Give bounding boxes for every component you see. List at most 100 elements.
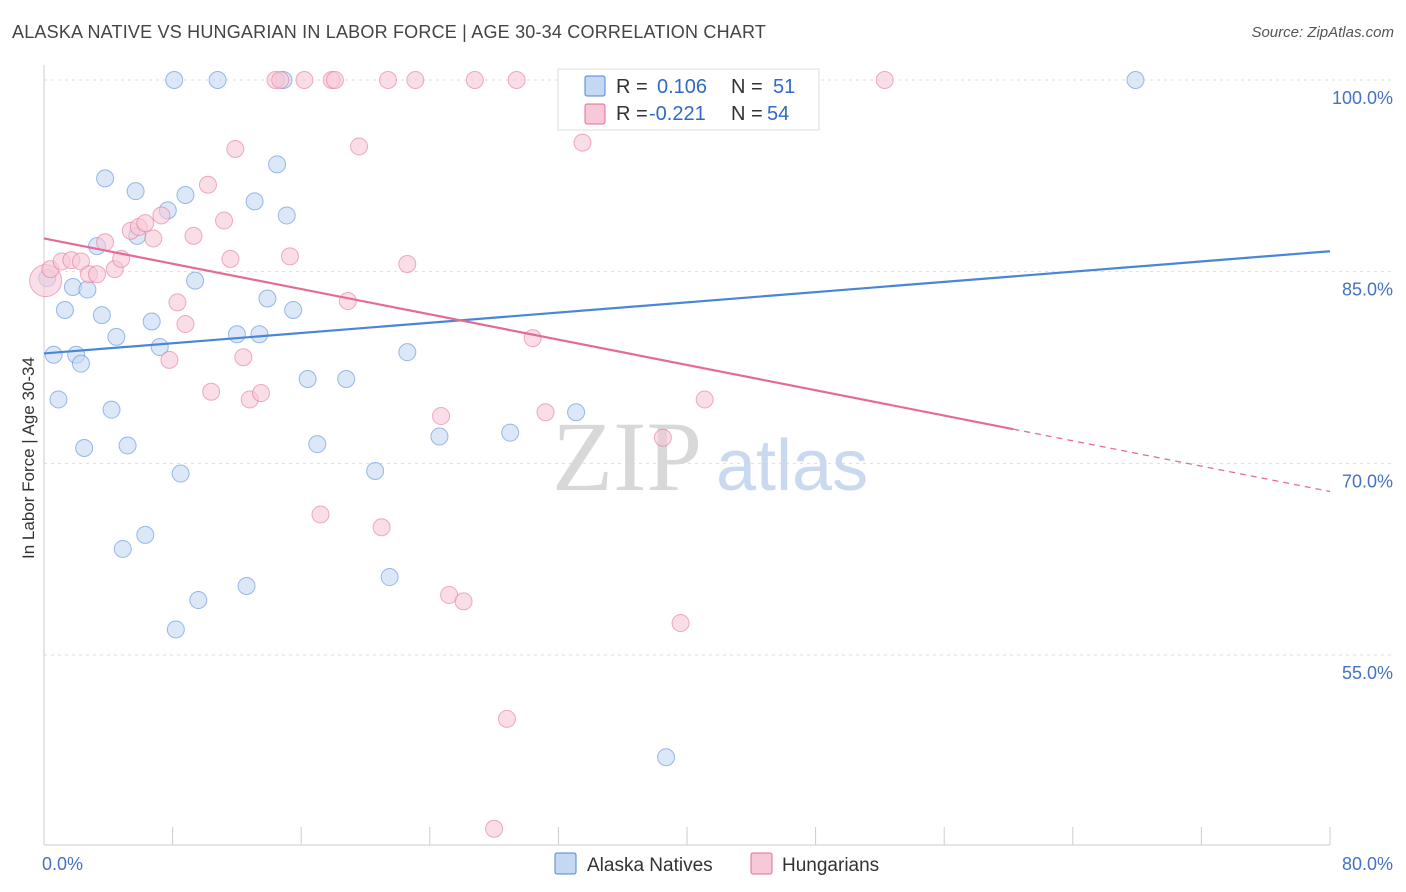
point-hungarians: [507, 71, 526, 89]
series-legend-label-hungarians: Hungarians: [782, 855, 879, 876]
point-alaska: [165, 71, 184, 89]
point-hungarians: [695, 390, 714, 409]
series-legend-swatch-hungarians: [750, 852, 773, 875]
point-hungarians: [221, 249, 240, 268]
point-hungarians: [311, 505, 330, 524]
y-tick-label: 100.0%: [1332, 88, 1393, 108]
point-hungarians: [379, 71, 398, 89]
point-alaska: [44, 345, 63, 364]
point-alaska: [337, 370, 356, 388]
point-hungarians: [184, 226, 203, 245]
x-tick-label-min: 0.0%: [42, 854, 83, 874]
trend-line-extension-hungarians: [1013, 428, 1331, 493]
point-hungarians: [454, 592, 473, 611]
watermark: ZIP atlas: [552, 401, 868, 512]
point-alaska: [380, 568, 399, 587]
point-hungarians: [350, 137, 369, 156]
point-alaska: [176, 186, 195, 204]
point-alaska: [186, 271, 205, 290]
trend-lines: [43, 237, 1331, 493]
legend-r-value-hungarians: -0.221: [649, 103, 706, 125]
point-hungarians: [523, 329, 542, 348]
point-alaska: [237, 577, 256, 595]
point-alaska: [567, 403, 586, 422]
point-hungarians: [406, 71, 425, 89]
point-alaska: [258, 289, 277, 308]
point-hungarians: [338, 292, 357, 311]
point-alaska: [657, 748, 676, 767]
point-alaska: [49, 390, 68, 409]
point-hungarians: [168, 293, 187, 312]
point-hungarians: [671, 614, 690, 633]
legend-r-value-alaska: 0.106: [657, 76, 707, 98]
point-alaska: [118, 436, 137, 455]
legend-r-label-hungarians: R =: [616, 103, 648, 125]
point-alaska: [284, 301, 303, 319]
point-alaska: [136, 525, 155, 544]
point-alaska: [55, 301, 74, 319]
point-alaska: [107, 327, 126, 346]
point-hungarians: [271, 71, 290, 89]
point-hungarians: [398, 255, 417, 273]
series-legend: Alaska Natives Hungarians: [554, 852, 879, 876]
point-alaska: [92, 306, 111, 325]
point-hungarians: [152, 206, 171, 225]
point-alaska: [277, 206, 296, 225]
point-alaska: [366, 462, 385, 480]
legend-swatch-hungarians: [584, 103, 606, 125]
point-hungarians: [144, 229, 163, 248]
series-legend-swatch-alaska: [554, 852, 577, 875]
legend-n-label-alaska: N =: [731, 76, 763, 98]
point-hungarians: [875, 71, 894, 89]
data-points: [29, 71, 1145, 838]
point-hungarians: [202, 382, 221, 401]
point-hungarians: [536, 403, 555, 422]
point-alaska: [142, 312, 161, 331]
point-hungarians: [372, 518, 391, 537]
y-tick-label: 55.0%: [1342, 663, 1393, 683]
point-hungarians: [160, 350, 179, 369]
point-alaska: [227, 325, 246, 344]
point-hungarians: [226, 140, 245, 158]
point-alaska: [430, 427, 449, 446]
point-alaska: [71, 354, 90, 373]
point-alaska: [268, 155, 287, 174]
point-alaska: [102, 400, 121, 419]
point-alaska: [126, 182, 145, 201]
trend-line-alaska: [43, 250, 1331, 355]
point-alaska: [171, 464, 190, 483]
point-alaska: [78, 280, 97, 299]
point-alaska: [166, 620, 185, 639]
point-hungarians: [325, 71, 344, 89]
x-tick-label-max: 80.0%: [1342, 854, 1393, 874]
legend-r-label-alaska: R =: [616, 76, 648, 98]
point-alaska: [250, 325, 269, 344]
point-alaska: [113, 539, 132, 558]
point-hungarians: [295, 71, 314, 89]
point-hungarians: [198, 175, 217, 194]
point-hungarians: [465, 71, 484, 89]
point-hungarians: [485, 819, 504, 838]
gridlines: [44, 79, 1392, 656]
point-hungarians: [176, 315, 195, 334]
y-axis-title: In Labor Force | Age 30-34: [19, 357, 38, 559]
legend-n-label-hungarians: N =: [731, 103, 763, 125]
point-hungarians: [280, 247, 299, 266]
point-alaska: [75, 439, 94, 457]
point-alaska: [1126, 71, 1145, 89]
point-hungarians: [136, 214, 155, 233]
point-alaska: [245, 192, 264, 211]
point-alaska: [189, 591, 208, 610]
point-hungarians: [653, 428, 672, 447]
point-hungarians: [497, 709, 516, 728]
trend-line-hungarians: [43, 237, 1014, 431]
y-tick-label: 85.0%: [1342, 280, 1393, 300]
series-legend-label-alaska: Alaska Natives: [587, 855, 713, 876]
chart-source: Source: ZipAtlas.com: [1251, 24, 1394, 41]
point-alaska: [208, 71, 227, 89]
legend-n-value-hungarians: 54: [767, 103, 789, 125]
legend-n-value-alaska: 51: [773, 76, 795, 98]
point-hungarians: [432, 407, 451, 426]
stats-legend: R = 0.106 N = 51 R = -0.221 N = 54: [557, 68, 820, 131]
